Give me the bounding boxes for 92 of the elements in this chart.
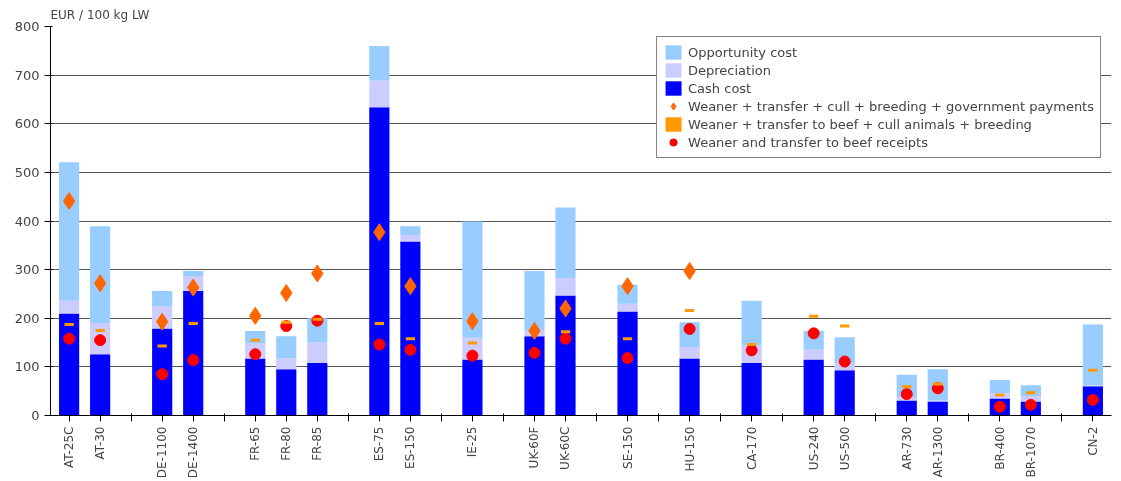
bar xyxy=(617,303,638,312)
x-tick-label: FR-85 xyxy=(310,426,325,461)
bar xyxy=(276,336,297,359)
x-tick-label: IE-25 xyxy=(465,426,480,458)
bar xyxy=(276,358,297,370)
point xyxy=(187,354,200,367)
bar xyxy=(617,311,638,416)
bar xyxy=(59,162,80,301)
point xyxy=(528,346,541,359)
point xyxy=(373,338,386,351)
point xyxy=(156,368,169,381)
bar xyxy=(245,358,266,416)
point xyxy=(900,388,913,401)
bar xyxy=(152,291,173,307)
y-tick-label: 600 xyxy=(14,116,40,132)
bar xyxy=(927,401,948,416)
bar xyxy=(1082,324,1103,386)
bar xyxy=(369,45,390,81)
bar xyxy=(59,300,80,314)
legend-label: Opportunity cost xyxy=(688,43,798,61)
bar xyxy=(679,358,700,416)
y-tick-label: 200 xyxy=(14,310,40,326)
x-tick-label: UK-60C xyxy=(558,426,573,470)
bar xyxy=(524,271,545,330)
x-tick-label: CA-170 xyxy=(744,426,759,471)
x-tick-label: FR-65 xyxy=(248,426,263,461)
x-tick-label: DE-1100 xyxy=(155,426,170,479)
bar xyxy=(307,362,328,416)
bar xyxy=(152,328,173,416)
point xyxy=(807,327,820,340)
bar xyxy=(400,226,421,236)
bar xyxy=(245,330,266,344)
bar xyxy=(59,313,80,416)
bar xyxy=(989,380,1010,394)
legend-label: Weaner + transfer + cull + breeding + government payments xyxy=(688,97,1094,115)
x-tick-label: SE-150 xyxy=(620,426,635,469)
point xyxy=(838,355,851,368)
bar xyxy=(369,80,390,108)
bar xyxy=(183,291,204,416)
x-tick-label: BR-1070 xyxy=(1023,426,1038,478)
y-tick-label: 0 xyxy=(31,408,40,423)
bar xyxy=(462,221,483,338)
bar xyxy=(741,362,762,416)
bar xyxy=(369,107,390,416)
x-tick-label: FR-80 xyxy=(279,426,294,461)
legend-label: Depreciation xyxy=(688,61,771,79)
bar xyxy=(803,359,824,416)
x-tick-label: AR-1300 xyxy=(930,426,945,478)
x-tick-label: DE-1400 xyxy=(186,426,201,479)
x-tick-label: US-240 xyxy=(806,426,821,471)
x-tick-label: CN-2 xyxy=(1085,426,1100,456)
point xyxy=(93,274,107,293)
bar xyxy=(555,277,576,296)
y-axis-title: EUR / 100 kg LW xyxy=(50,7,150,22)
bar xyxy=(834,370,855,416)
y-tick-label: 700 xyxy=(14,67,40,83)
bar xyxy=(400,235,421,242)
x-tick-label: US-500 xyxy=(837,426,852,471)
point xyxy=(621,352,634,365)
legend-label: Weaner and transfer to beef receipts xyxy=(688,133,928,151)
y-tick-label: 100 xyxy=(14,359,40,375)
bar xyxy=(524,336,545,416)
point xyxy=(63,332,76,345)
x-tick-label: UK-60F xyxy=(527,426,542,469)
x-tick-label: AT-30 xyxy=(93,426,108,460)
bar xyxy=(276,369,297,416)
bar xyxy=(896,400,917,416)
bar xyxy=(803,349,824,360)
x-tick-label: ES-75 xyxy=(372,426,387,462)
x-tick-label: AR-730 xyxy=(899,426,914,470)
bar xyxy=(307,342,328,363)
legend-label: Cash cost xyxy=(688,79,752,97)
bar xyxy=(679,346,700,359)
y-tick-label: 400 xyxy=(14,213,40,229)
point xyxy=(559,332,572,345)
y-tick-label: 800 xyxy=(14,19,40,34)
x-tick-label: AT-25C xyxy=(62,426,77,468)
y-tick-label: 500 xyxy=(14,164,40,180)
bar xyxy=(462,359,483,416)
bar xyxy=(90,226,111,324)
x-tick-label: HU-150 xyxy=(682,426,697,472)
legend-label: Weaner + transfer to beef + cull animals + breeding xyxy=(688,115,1032,133)
x-tick-label: ES-150 xyxy=(403,426,418,469)
bar xyxy=(555,207,576,278)
bar xyxy=(400,241,421,416)
point xyxy=(62,192,76,211)
bar xyxy=(741,300,762,346)
y-tick-label: 300 xyxy=(14,262,40,278)
bar xyxy=(183,271,204,276)
bar xyxy=(90,354,111,416)
point xyxy=(404,343,417,356)
x-tick-label: BR-400 xyxy=(992,426,1007,470)
